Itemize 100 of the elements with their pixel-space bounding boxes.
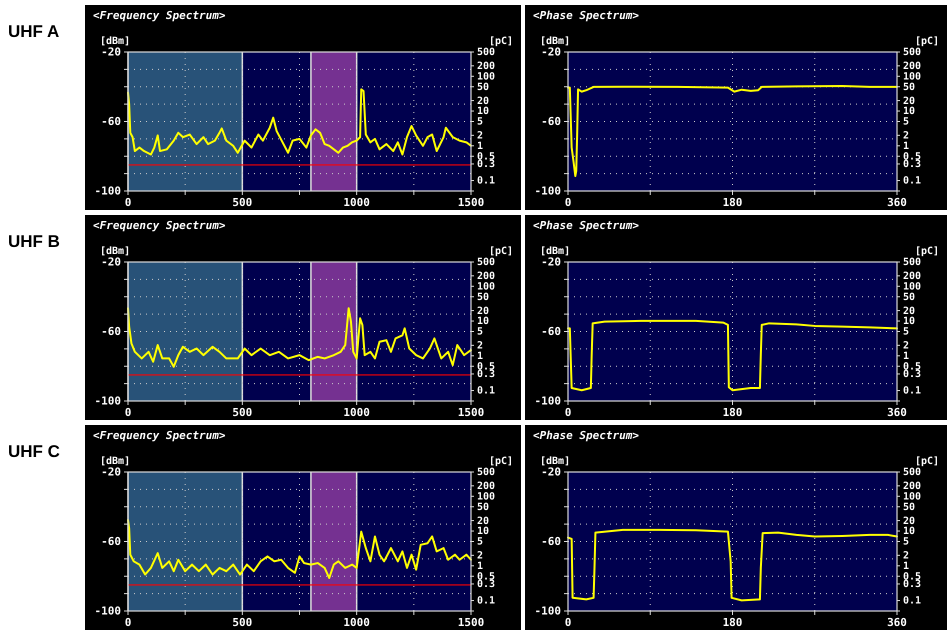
y2-tick-label: 5 bbox=[477, 116, 484, 128]
y2-tick-label: 20 bbox=[903, 516, 916, 527]
y2-axis-title: [pC] bbox=[914, 36, 940, 47]
chart-title: <Phase Spectrum> bbox=[533, 219, 640, 232]
chart-subtitle: UHF C bbox=[8, 442, 60, 461]
y2-tick-label: 0.1 bbox=[903, 176, 922, 187]
y2-tick-label: 0.1 bbox=[477, 596, 496, 607]
y-tick-label: -20 bbox=[101, 256, 121, 269]
y-axis-title: [dBm] bbox=[100, 246, 130, 257]
chart-title: <Frequency Spectrum> bbox=[93, 9, 226, 22]
y2-tick-label: 20 bbox=[477, 96, 490, 107]
y2-tick-label: 1 bbox=[477, 560, 484, 572]
line-series bbox=[127, 88, 472, 156]
y2-tick-label: 500 bbox=[477, 467, 496, 478]
y-axis-title: [dBm] bbox=[100, 456, 130, 467]
y-axis-title: [dBm] bbox=[100, 36, 130, 47]
y2-tick-label: 0.3 bbox=[477, 159, 496, 170]
line-series bbox=[567, 85, 898, 178]
x-tick-label: 1500 bbox=[458, 616, 484, 629]
x-tick-label: 500 bbox=[232, 616, 252, 629]
y2-tick-label: 100 bbox=[903, 491, 922, 502]
x-tick-label: 0 bbox=[124, 406, 132, 419]
y-axis-title: [dBm] bbox=[540, 246, 570, 257]
y2-tick-label: 0.3 bbox=[903, 369, 922, 380]
y-tick-label: -100 bbox=[534, 604, 561, 618]
y2-tick-label: 2 bbox=[477, 340, 484, 352]
line-series bbox=[127, 307, 472, 368]
y-tick-label: -20 bbox=[101, 466, 121, 479]
y2-tick-label: 500 bbox=[477, 47, 496, 58]
y2-tick-label: 100 bbox=[903, 71, 922, 82]
y2-tick-label: 500 bbox=[477, 257, 496, 268]
y2-tick-label: 500 bbox=[903, 257, 922, 268]
x-tick-label: 0 bbox=[564, 616, 572, 629]
y2-tick-label: 5 bbox=[903, 326, 910, 338]
y2-tick-label: 20 bbox=[477, 306, 490, 317]
y2-tick-label: 1 bbox=[903, 560, 910, 572]
chart-title: <Phase Spectrum> bbox=[533, 429, 640, 442]
y-tick-label: -100 bbox=[94, 184, 121, 198]
y-tick-label: -20 bbox=[101, 46, 121, 59]
y-tick-label: -20 bbox=[541, 466, 561, 479]
y-tick-label: -60 bbox=[541, 115, 561, 128]
y2-tick-label: 2 bbox=[903, 550, 910, 562]
y-tick-label: -20 bbox=[541, 256, 561, 269]
y2-axis-title: [pC] bbox=[488, 456, 514, 467]
y2-tick-label: 5 bbox=[477, 326, 484, 338]
y2-tick-label: 5 bbox=[903, 536, 910, 548]
line-series bbox=[127, 518, 472, 579]
y2-tick-label: 200 bbox=[903, 271, 922, 282]
y2-axis-title: [pC] bbox=[914, 456, 940, 467]
x-tick-label: 0 bbox=[564, 196, 572, 209]
y2-tick-label: 20 bbox=[903, 96, 916, 107]
y2-tick-label: 50 bbox=[903, 502, 916, 513]
y2-tick-label: 50 bbox=[477, 292, 490, 303]
y2-tick-label: 1 bbox=[477, 350, 484, 362]
y2-tick-label: 5 bbox=[903, 116, 910, 128]
y-tick-label: -60 bbox=[101, 325, 121, 338]
x-tick-label: 1500 bbox=[458, 406, 484, 419]
y-tick-label: -100 bbox=[534, 184, 561, 198]
chart-subtitle: UHF A bbox=[8, 22, 60, 41]
y2-tick-label: 0.3 bbox=[903, 579, 922, 590]
y-axis-title: [dBm] bbox=[540, 456, 570, 467]
y2-tick-label: 0.1 bbox=[477, 386, 496, 397]
y2-tick-label: 0.1 bbox=[477, 176, 496, 187]
y2-tick-label: 20 bbox=[903, 306, 916, 317]
x-tick-label: 360 bbox=[887, 196, 907, 209]
y-tick-label: -100 bbox=[534, 394, 561, 408]
y2-tick-label: 100 bbox=[477, 491, 496, 502]
y-tick-label: -60 bbox=[541, 325, 561, 338]
x-tick-label: 1000 bbox=[343, 616, 370, 629]
y2-tick-label: 1 bbox=[477, 140, 484, 152]
y-tick-label: -100 bbox=[94, 604, 121, 618]
x-tick-label: 0 bbox=[124, 616, 132, 629]
chart-title: <Frequency Spectrum> bbox=[93, 219, 226, 232]
line-series bbox=[567, 528, 898, 602]
y2-tick-label: 1 bbox=[903, 350, 910, 362]
x-tick-label: 0 bbox=[564, 406, 572, 419]
y2-tick-label: 100 bbox=[903, 281, 922, 292]
y2-tick-label: 0.3 bbox=[477, 369, 496, 380]
y2-tick-label: 10 bbox=[903, 316, 916, 328]
y2-tick-label: 500 bbox=[903, 47, 922, 58]
x-tick-label: 180 bbox=[722, 406, 742, 419]
y2-tick-label: 50 bbox=[477, 82, 490, 93]
y-axis-title: [dBm] bbox=[540, 36, 570, 47]
y2-axis-title: [pC] bbox=[488, 246, 514, 257]
chart-title: <Frequency Spectrum> bbox=[93, 429, 226, 442]
y2-tick-label: 50 bbox=[477, 502, 490, 513]
y2-tick-label: 50 bbox=[903, 82, 916, 93]
x-tick-label: 360 bbox=[887, 616, 907, 629]
x-tick-label: 180 bbox=[722, 196, 742, 209]
y2-tick-label: 200 bbox=[477, 271, 496, 282]
y2-axis-title: [pC] bbox=[914, 246, 940, 257]
x-tick-label: 0 bbox=[124, 196, 132, 209]
y2-tick-label: 200 bbox=[903, 481, 922, 492]
y2-tick-label: 0.1 bbox=[903, 596, 922, 607]
y-tick-label: -60 bbox=[541, 535, 561, 548]
line-series bbox=[567, 320, 898, 392]
chart-title: <Phase Spectrum> bbox=[533, 9, 640, 22]
y2-tick-label: 2 bbox=[903, 130, 910, 142]
x-tick-label: 360 bbox=[887, 406, 907, 419]
x-tick-label: 500 bbox=[232, 196, 252, 209]
